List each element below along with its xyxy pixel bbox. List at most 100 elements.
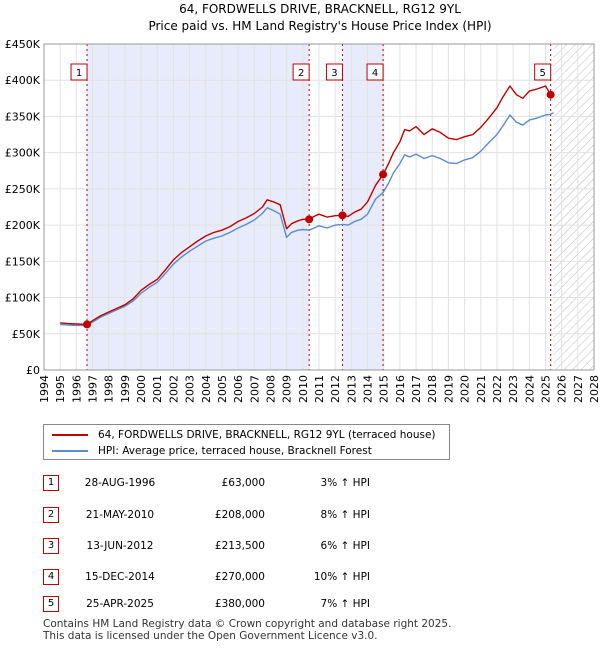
sale-box bbox=[325, 63, 343, 81]
legend-label-property: 64, FORDWELLS DRIVE, BRACKNELL, RG12 9YL… bbox=[98, 429, 436, 441]
x-tick-label: 2004 bbox=[200, 375, 213, 403]
future-hatch bbox=[553, 44, 594, 370]
x-tick-label: 2020 bbox=[459, 375, 472, 403]
price-chart: 64, FORDWELLS DRIVE, BRACKNELL, RG12 9YL… bbox=[5, 2, 600, 403]
sale-hpi-diff: 3% ↑ HPI bbox=[320, 477, 370, 489]
sale-hpi-diff: 7% ↑ HPI bbox=[320, 598, 370, 610]
sale-box bbox=[292, 63, 310, 81]
sale-row: 2 21-MAY-2010 £208,000 8% ↑ HPI bbox=[0, 507, 600, 527]
x-tick-label: 2011 bbox=[313, 375, 326, 403]
y-tick-label: £350K bbox=[5, 110, 41, 123]
x-tick-label: 1995 bbox=[54, 375, 67, 403]
x-tick-label: 1994 bbox=[38, 375, 51, 403]
sale-number: 5 bbox=[43, 596, 59, 612]
sale-dot bbox=[546, 90, 555, 99]
chart-title: 64, FORDWELLS DRIVE, BRACKNELL, RG12 9YL bbox=[179, 2, 461, 16]
x-tick-label: 2026 bbox=[556, 375, 569, 403]
sale-date: 21-MAY-2010 bbox=[85, 509, 155, 521]
x-tick-label: 2017 bbox=[410, 375, 423, 403]
sale-number: 2 bbox=[43, 507, 59, 523]
x-tick-label: 2009 bbox=[281, 375, 294, 403]
sale-dot bbox=[83, 320, 92, 329]
x-tick-label: 1997 bbox=[87, 375, 100, 403]
sale-date: 28-AUG-1996 bbox=[84, 477, 156, 489]
x-tick-label: 2000 bbox=[135, 375, 148, 403]
shaded-period bbox=[87, 44, 310, 370]
sale-box-label: 2 bbox=[298, 68, 304, 79]
sale-date: 15-DEC-2014 bbox=[85, 571, 155, 583]
legend-swatch-property bbox=[52, 434, 88, 436]
sale-box-label: 4 bbox=[372, 68, 378, 79]
legend-label-hpi: HPI: Average price, terraced house, Brac… bbox=[98, 445, 372, 457]
sale-dot bbox=[305, 215, 314, 224]
shade-layer bbox=[87, 44, 594, 370]
y-tick-label: £400K bbox=[5, 74, 41, 87]
x-tick-label: 1999 bbox=[119, 375, 132, 403]
hpi-line bbox=[60, 112, 554, 327]
y-tick-label: £200K bbox=[5, 219, 41, 232]
x-tick-label: 2018 bbox=[426, 375, 439, 403]
x-tick-label: 2010 bbox=[297, 375, 310, 403]
x-tick-label: 2015 bbox=[378, 375, 391, 403]
x-tick-label: 2012 bbox=[329, 375, 342, 403]
sale-row: 1 28-AUG-1996 £63,000 3% ↑ HPI bbox=[0, 475, 600, 495]
x-tick-label: 2019 bbox=[442, 375, 455, 403]
y-tick-label: £450K bbox=[5, 38, 41, 51]
x-tick-label: 2025 bbox=[539, 375, 552, 403]
x-tick-label: 2021 bbox=[475, 375, 488, 403]
sale-box bbox=[534, 63, 552, 81]
sale-price: £213,500 bbox=[214, 540, 265, 552]
sale-hpi-diff: 8% ↑ HPI bbox=[320, 509, 370, 521]
x-tick-label: 2027 bbox=[572, 375, 585, 403]
x-tick-label: 1996 bbox=[70, 375, 83, 403]
y-tick-label: £100K bbox=[5, 292, 41, 305]
sale-price: £380,000 bbox=[214, 598, 265, 610]
sale-dot bbox=[379, 170, 388, 179]
x-tick-label: 2007 bbox=[248, 375, 261, 403]
y-tick-label: £300K bbox=[5, 147, 41, 160]
property-price-line bbox=[60, 85, 554, 326]
legend-swatch-hpi bbox=[52, 450, 88, 452]
x-tick-label: 2024 bbox=[523, 375, 536, 403]
sale-box bbox=[366, 63, 384, 81]
sale-box-label: 1 bbox=[76, 68, 82, 79]
series-layer bbox=[60, 85, 554, 327]
x-tick-label: 1998 bbox=[103, 375, 116, 403]
x-tick-label: 2013 bbox=[345, 375, 358, 403]
y-tick-label: £50K bbox=[12, 328, 41, 341]
sale-number-boxes: 1 2 3 4 5 bbox=[70, 63, 552, 81]
sale-hpi-diff: 6% ↑ HPI bbox=[320, 540, 370, 552]
sale-price: £63,000 bbox=[221, 477, 265, 489]
sale-number: 3 bbox=[43, 538, 59, 554]
x-tick-label: 2002 bbox=[167, 375, 180, 403]
footer-licence: This data is licensed under the Open Gov… bbox=[43, 630, 378, 642]
sale-date: 25-APR-2025 bbox=[86, 598, 154, 610]
x-axis-ticks: 1994 1995 1996 1997 1998 1999 2000 2001 2002 2003… bbox=[38, 375, 600, 403]
sale-dot bbox=[338, 211, 347, 220]
x-tick-label: 2023 bbox=[507, 375, 520, 403]
x-tick-label: 2022 bbox=[491, 375, 504, 403]
sale-row: 3 13-JUN-2012 £213,500 6% ↑ HPI bbox=[0, 538, 600, 558]
x-tick-label: 2028 bbox=[588, 375, 600, 403]
y-axis-ticks: £0 £50K £100K £150K £200K £250K £300K £350K £400… bbox=[5, 38, 41, 377]
x-tick-label: 2006 bbox=[232, 375, 245, 403]
sale-box-label: 5 bbox=[539, 68, 545, 79]
sale-date: 13-JUN-2012 bbox=[86, 540, 154, 552]
legend: 64, FORDWELLS DRIVE, BRACKNELL, RG12 9YL… bbox=[43, 424, 450, 460]
sale-box bbox=[70, 63, 88, 81]
sale-hpi-diff: 10% ↑ HPI bbox=[313, 571, 370, 583]
footer-copyright: Contains HM Land Registry data © Crown c… bbox=[43, 618, 452, 630]
y-tick-label: £0 bbox=[26, 364, 40, 377]
chart-subtitle: Price paid vs. HM Land Registry's House … bbox=[148, 19, 491, 33]
sale-price: £208,000 bbox=[214, 509, 265, 521]
sale-dots bbox=[83, 90, 555, 329]
sale-row: 5 25-APR-2025 £380,000 7% ↑ HPI bbox=[0, 596, 600, 616]
sale-number: 4 bbox=[43, 569, 59, 585]
sale-number: 1 bbox=[43, 475, 59, 491]
sale-box-label: 3 bbox=[331, 68, 337, 79]
x-tick-label: 2005 bbox=[216, 375, 229, 403]
sale-row: 4 15-DEC-2014 £270,000 10% ↑ HPI bbox=[0, 569, 600, 589]
x-tick-label: 2008 bbox=[264, 375, 277, 403]
x-tick-label: 2016 bbox=[394, 375, 407, 403]
sale-marker-lines bbox=[86, 44, 552, 370]
